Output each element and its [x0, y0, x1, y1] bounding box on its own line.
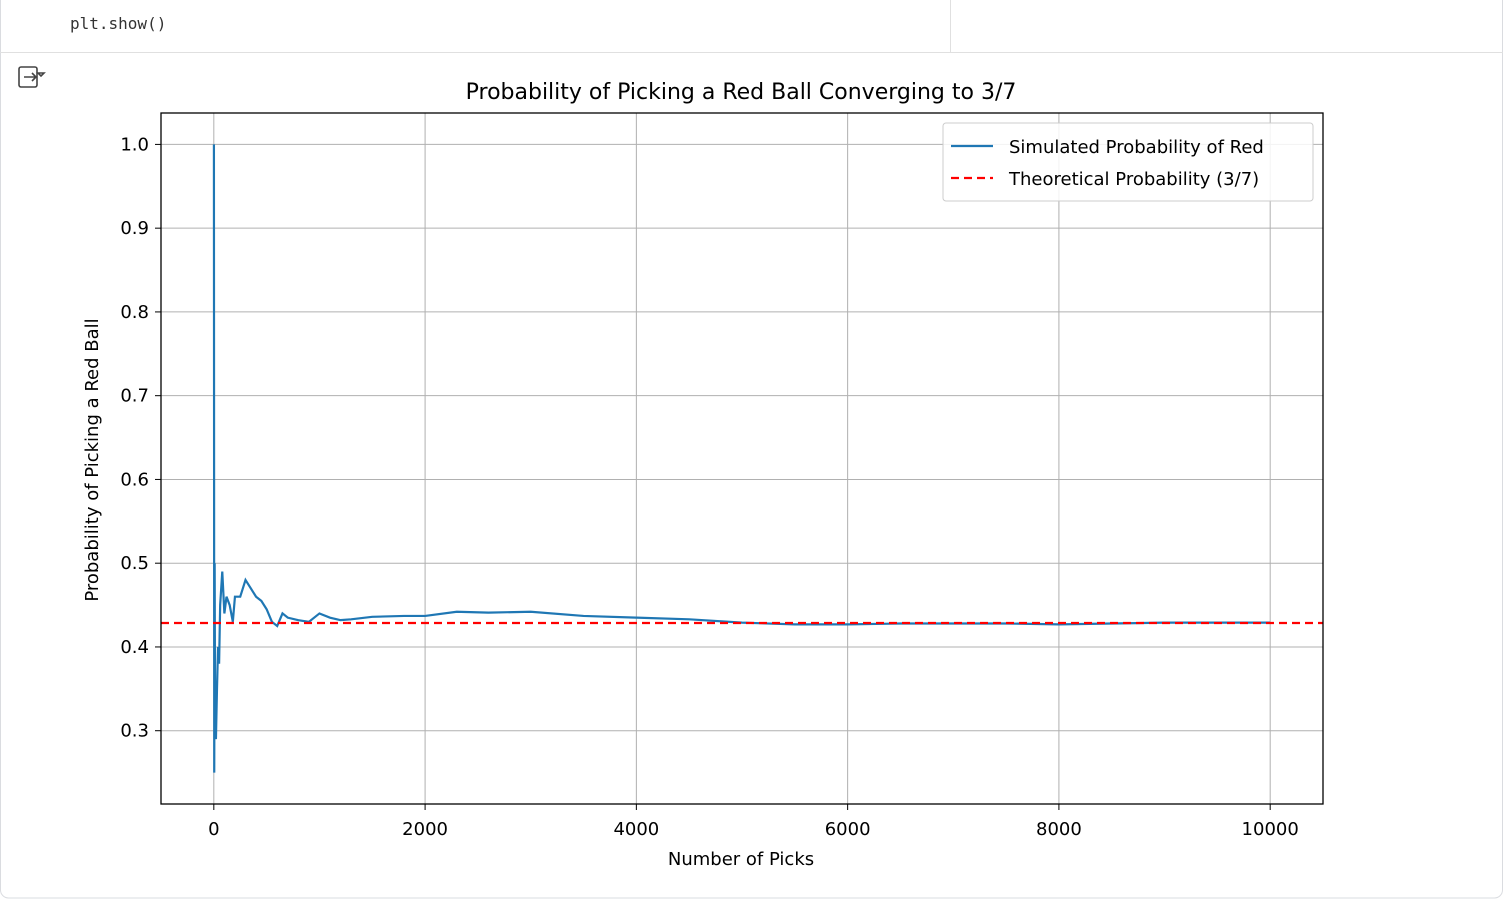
legend: Simulated Probability of Red Theoretical …	[942, 122, 1314, 202]
x-tick-label: 0	[208, 819, 219, 840]
y-tick-label: 0.9	[120, 218, 149, 239]
y-tick-label: 0.7	[120, 386, 149, 407]
x-tick-label: 6000	[825, 819, 871, 840]
code-line: plt.show()	[70, 14, 166, 33]
chart-title: Probability of Picking a Red Ball Conver…	[466, 80, 1017, 105]
x-tick-label: 10000	[1242, 819, 1299, 840]
y-tick-label: 0.3	[120, 721, 149, 742]
y-axis-label: Probability of Picking a Red Ball	[82, 318, 103, 601]
x-tick-label: 2000	[402, 819, 448, 840]
x-tick-label: 8000	[1036, 819, 1082, 840]
y-tick-label: 0.4	[120, 637, 149, 658]
legend-label: Simulated Probability of Red	[1009, 137, 1264, 158]
data-line	[212, 144, 1271, 773]
axes-frame	[160, 112, 1324, 805]
x-tick-label: 4000	[613, 819, 659, 840]
legend-label: Theoretical Probability (3/7)	[1008, 169, 1259, 190]
y-tick-label: 0.8	[120, 302, 149, 323]
legend-box	[942, 122, 1314, 202]
plot-area: 0 2000 4000 6000 8000 10000 0.3 0.4 0.5 0.6 0.7 0.8…	[120, 112, 1324, 840]
x-axis-label: Number of Picks	[668, 849, 814, 870]
y-tick-label: 0.5	[120, 553, 149, 574]
y-tick-label: 1.0	[120, 134, 149, 155]
y-tick-label: 0.6	[120, 469, 149, 490]
output-toggle[interactable]	[18, 66, 46, 88]
